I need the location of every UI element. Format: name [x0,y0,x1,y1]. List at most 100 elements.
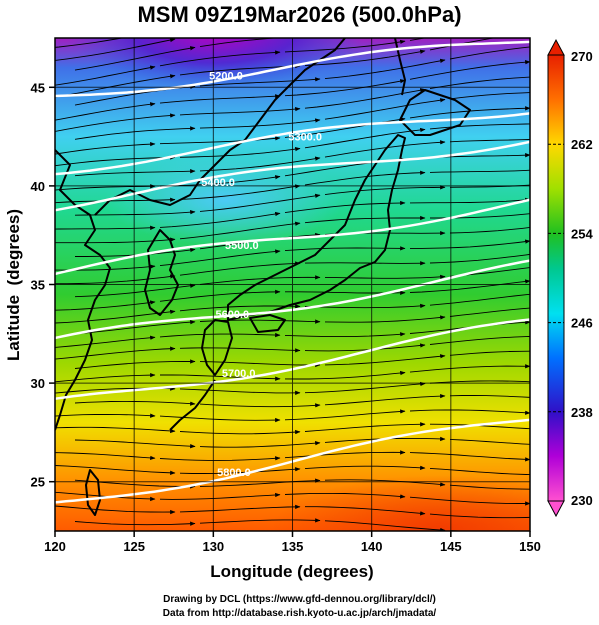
colorbar-tick-label: 246 [571,316,593,331]
streamline [199,275,321,285]
streamline [284,200,406,214]
streamline [35,532,155,538]
contour-line [55,112,530,176]
streamline [74,439,196,449]
x-tick-label: 135 [282,539,304,554]
streamline [55,452,156,461]
streamline [324,58,446,80]
streamline [429,423,530,430]
streamline [449,267,530,277]
streamline [449,139,530,143]
streamline [324,98,446,120]
chart-title: MSM 09Z19Mar2026 (500.0hPa) [137,2,462,27]
colorbar-tick-label: 270 [571,49,593,64]
y-tick-label: 25 [31,475,45,490]
streamline [55,141,156,155]
streamline [199,193,321,212]
streamline [449,227,530,234]
streamline [449,307,530,317]
shikoku-coastline [249,314,286,333]
streamline [55,184,156,191]
streamline [304,215,426,224]
streamline [429,336,530,345]
streamline [324,185,446,196]
streamline [429,123,530,130]
x-tick-label: 130 [202,539,224,554]
streamline [179,38,183,39]
korea-coastline [144,229,179,316]
hokkaido-coastline [399,89,471,136]
streamline [55,505,176,515]
colorbar: 230 238 246 254 262 270 [547,38,593,518]
x-axis-ticks: 120 125 130 135 140 145 150 [44,531,541,554]
x-tick-label: 145 [440,539,462,554]
colorbar-body [547,54,565,502]
streamline [199,403,321,408]
streamline [74,126,196,140]
streamline [304,422,426,432]
streamline [275,530,281,531]
streamline [409,364,530,373]
taiwan-coastline [85,469,101,516]
footer-credit-dcl: Drawing by DCL (https://www.gfd-dennou.o… [163,594,436,605]
streamline [55,372,156,383]
streamline [160,9,280,30]
cyan-region [105,155,345,245]
streamline [284,79,406,97]
contour-label: 5400.0 [201,177,235,189]
kyushu-coastline [201,319,233,376]
streamline [450,0,570,20]
streamline [304,88,426,109]
streamline [159,332,281,338]
streamline [74,320,196,335]
streamline [179,504,301,513]
streamline [409,279,530,293]
honshu-coastline [227,134,406,321]
streamline [324,479,446,487]
y-axis-label: Latitude (degrees) [4,209,23,361]
streamline [55,102,156,121]
streamline [449,484,530,490]
geopotential-contours [55,40,530,504]
y-tick-label: 45 [31,80,45,95]
streamline [159,249,281,267]
streamline [159,136,281,145]
streamline [199,361,321,368]
streamline [74,283,196,298]
streamline [304,170,426,186]
streamline [179,304,301,312]
streamline [304,343,426,352]
streamline [284,450,406,459]
footer-credit-data: Data from http://database.rish.kyoto-u.a… [162,608,437,619]
streamline [55,300,156,311]
streamline [159,211,281,228]
colorbar-ticks: 230 238 246 254 262 270 [548,49,593,508]
ryukyu-islands [169,379,216,431]
streamline [179,261,301,276]
streamline [304,465,426,470]
streamline [55,465,176,475]
streamline [179,467,301,474]
colorbar-bottom-arrow [547,500,565,518]
streamline [55,426,176,434]
streamline [410,239,530,249]
cold-core [66,38,364,90]
streamline [429,253,530,264]
streamline [284,492,406,499]
streamline [199,38,282,48]
contour-label: 5200.0 [209,70,243,82]
streamline [179,429,301,435]
contour-line [55,418,530,504]
streamline [159,492,281,500]
x-tick-label: 150 [519,539,541,554]
warm-region [270,475,530,531]
contour-line [55,198,530,276]
contour-label: 5300.0 [288,132,322,144]
streamline [410,543,530,546]
x-axis-label: Longitude (degrees) [210,562,373,581]
streamline [55,155,176,167]
streamline [304,127,426,149]
streamline [325,21,445,35]
streamline [284,370,406,380]
